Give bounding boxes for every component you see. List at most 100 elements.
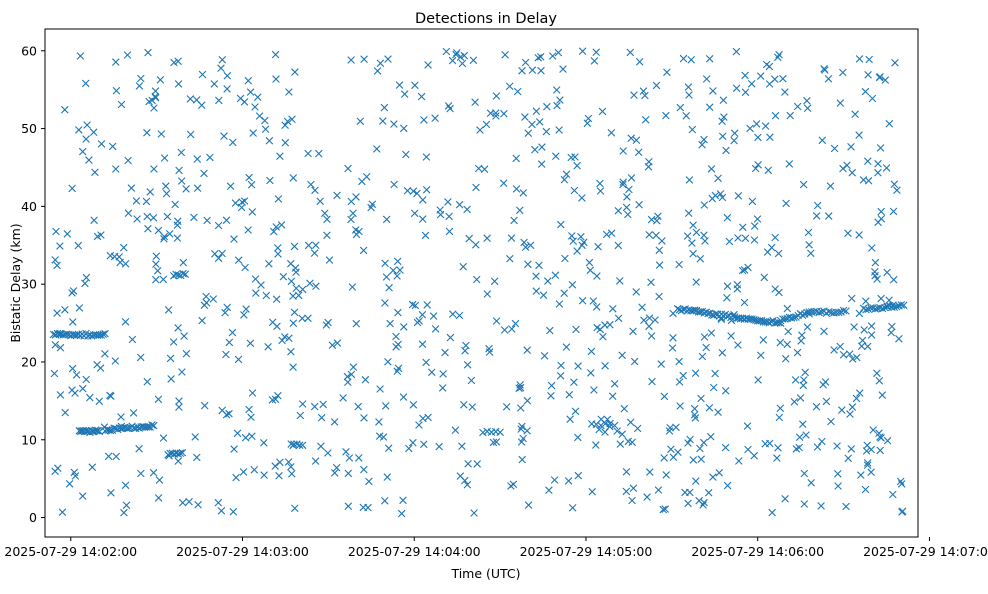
data-point — [896, 477, 905, 486]
data-point — [268, 396, 277, 404]
data-point — [624, 210, 632, 219]
data-point — [455, 311, 464, 320]
data-point — [721, 443, 730, 452]
data-point — [464, 460, 472, 468]
y-tick-label-3: 30 — [21, 277, 37, 292]
data-point — [802, 431, 810, 439]
data-point — [669, 334, 677, 342]
data-point — [614, 314, 623, 323]
data-point — [508, 325, 516, 333]
data-point — [885, 119, 894, 128]
data-point — [156, 76, 165, 84]
data-point — [881, 76, 890, 84]
data-point — [877, 294, 885, 303]
data-point — [821, 66, 829, 74]
data-point — [775, 288, 783, 297]
data-point — [692, 228, 701, 237]
data-point — [61, 306, 69, 314]
data-point — [390, 120, 398, 128]
data-point — [753, 215, 762, 223]
data-point — [645, 322, 653, 331]
data-point — [296, 411, 305, 420]
data-point — [89, 128, 98, 136]
data-point — [215, 96, 223, 105]
data-point — [532, 107, 541, 115]
data-point — [287, 277, 296, 286]
data-point — [861, 485, 870, 494]
data-point — [304, 241, 313, 250]
data-point — [836, 99, 845, 107]
data-point — [209, 295, 218, 303]
data-point — [328, 341, 337, 349]
data-point — [92, 427, 101, 435]
data-point — [112, 86, 121, 95]
data-point — [744, 263, 752, 272]
data-point — [606, 419, 614, 428]
data-point — [646, 468, 654, 476]
data-point — [877, 434, 885, 442]
y-tick-label-4: 40 — [21, 199, 37, 214]
x-tick-label-3: 2025-07-29 14:05:00 — [520, 544, 653, 559]
data-point — [596, 187, 605, 195]
data-point — [51, 256, 59, 264]
data-point — [750, 222, 759, 230]
data-point — [771, 233, 779, 242]
data-point — [523, 346, 531, 354]
data-point — [165, 230, 174, 238]
data-point — [723, 282, 732, 290]
data-point — [75, 126, 83, 134]
data-point — [898, 508, 906, 516]
data-point — [556, 372, 565, 380]
data-point — [535, 261, 543, 270]
data-point — [505, 82, 514, 91]
data-point — [875, 429, 883, 437]
data-point — [176, 449, 185, 457]
y-tick-label-0: 0 — [29, 510, 37, 525]
data-point — [151, 94, 160, 102]
data-point — [180, 332, 188, 340]
data-point — [862, 305, 870, 314]
data-point — [81, 279, 89, 288]
data-point — [506, 254, 514, 263]
data-point — [578, 194, 586, 202]
data-point — [136, 353, 145, 362]
data-point — [804, 228, 813, 237]
data-point — [711, 369, 719, 378]
data-point — [524, 129, 533, 137]
data-point — [747, 80, 756, 88]
data-point — [521, 113, 529, 121]
data-point — [384, 444, 393, 452]
data-point — [775, 413, 784, 422]
data-point — [395, 81, 404, 89]
data-point — [174, 217, 182, 225]
data-point — [667, 445, 675, 454]
data-point — [149, 214, 158, 222]
data-point — [790, 398, 799, 406]
data-point — [79, 384, 87, 393]
data-point — [95, 397, 104, 406]
data-point — [143, 128, 151, 137]
data-point — [381, 299, 389, 307]
data-point — [608, 392, 617, 400]
data-point — [660, 454, 668, 462]
data-point — [419, 414, 427, 423]
data-point — [499, 179, 508, 187]
data-point — [150, 104, 158, 112]
data-point — [490, 277, 499, 286]
data-point — [246, 88, 255, 96]
data-point — [782, 199, 790, 208]
data-point — [592, 48, 600, 56]
data-point — [562, 170, 571, 178]
data-point — [251, 103, 259, 111]
data-point — [218, 56, 227, 64]
data-point — [106, 391, 114, 400]
data-point — [230, 235, 238, 243]
data-point — [120, 508, 128, 517]
data-point — [285, 334, 293, 342]
data-point — [686, 435, 694, 444]
data-point — [347, 197, 356, 206]
data-point — [635, 200, 643, 209]
data-point — [685, 176, 694, 184]
data-point — [663, 68, 671, 77]
data-point — [234, 355, 243, 364]
